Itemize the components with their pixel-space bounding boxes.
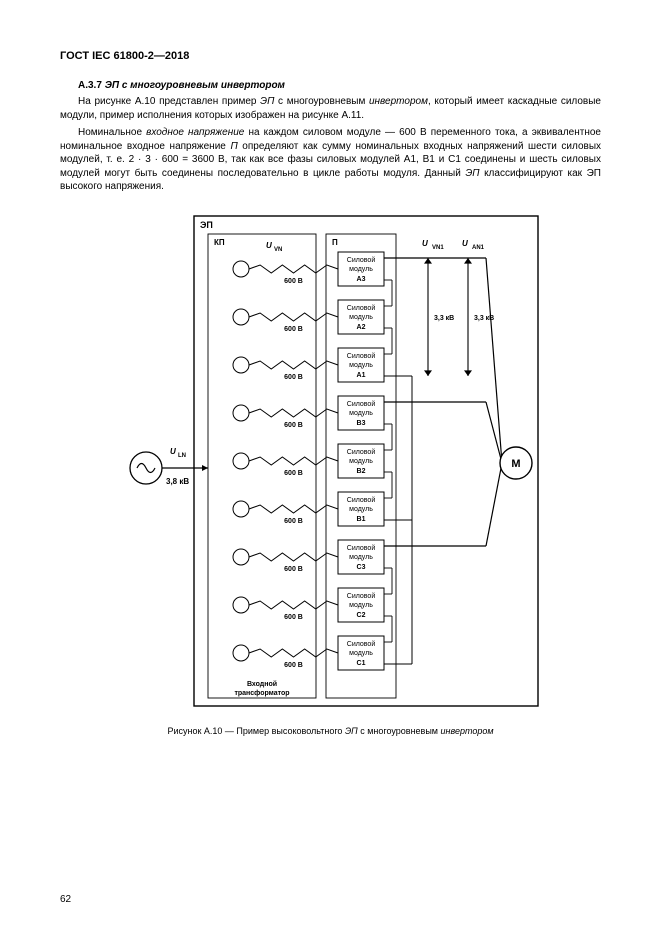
cap-em1: ЭП: [345, 726, 358, 736]
section-title-emph: ЭП с многоуровневым инвертором: [105, 80, 285, 91]
svg-text:600 В: 600 В: [284, 326, 303, 333]
svg-text:LN: LN: [178, 453, 186, 459]
svg-text:3,3 кВ: 3,3 кВ: [434, 315, 454, 322]
svg-text:Силовой: Силовой: [346, 352, 375, 360]
p1-em2: инвертором: [369, 96, 428, 107]
svg-text:модуль: модуль: [349, 314, 373, 321]
svg-text:600 В: 600 В: [284, 518, 303, 525]
p2-a: Номинальное: [78, 127, 146, 138]
svg-text:U: U: [422, 239, 428, 248]
svg-text:С3: С3: [356, 564, 365, 571]
cap-b: с многоуровневым: [358, 726, 441, 736]
svg-text:600 В: 600 В: [284, 470, 303, 477]
svg-text:модуль: модуль: [349, 266, 373, 273]
diagram-svg: ЭПКП П Силовой модуль А3 Силовой модуль А2 Силов…: [116, 208, 546, 718]
svg-text:В1: В1: [356, 516, 365, 523]
svg-text:600 В: 600 В: [284, 614, 303, 621]
paragraph-2: Номинальное входное напряжение на каждом…: [60, 126, 601, 194]
p1-em1: ЭП: [260, 96, 274, 107]
svg-text:600 В: 600 В: [284, 278, 303, 285]
svg-text:VN1: VN1: [432, 245, 444, 251]
svg-text:Силовой: Силовой: [346, 544, 375, 552]
standard-header: ГОСТ IEC 61800-2—2018: [60, 50, 601, 62]
figure-caption: Рисунок А.10 — Пример высоковольтного ЭП…: [60, 726, 601, 736]
svg-text:ЭП: ЭП: [200, 220, 213, 230]
svg-text:600 В: 600 В: [284, 566, 303, 573]
svg-text:А2: А2: [356, 324, 365, 331]
p1-a: На рисунке А.10 представлен пример: [78, 96, 260, 107]
svg-text:Силовой: Силовой: [346, 256, 375, 264]
svg-text:VN: VN: [274, 247, 282, 253]
svg-text:модуль: модуль: [349, 650, 373, 657]
section-number: А.3.7: [78, 80, 102, 91]
p1-b: с многоуровневым: [274, 96, 369, 107]
svg-text:П: П: [332, 238, 338, 247]
svg-text:600 В: 600 В: [284, 662, 303, 669]
svg-text:С2: С2: [356, 612, 365, 619]
p2-em2: П: [230, 141, 237, 152]
svg-text:модуль: модуль: [349, 458, 373, 465]
svg-text:модуль: модуль: [349, 506, 373, 513]
svg-text:Силовой: Силовой: [346, 400, 375, 408]
svg-text:U: U: [462, 239, 468, 248]
svg-text:модуль: модуль: [349, 602, 373, 609]
svg-text:600 В: 600 В: [284, 422, 303, 429]
svg-text:А1: А1: [356, 372, 365, 379]
svg-text:модуль: модуль: [349, 554, 373, 561]
svg-text:U: U: [266, 241, 272, 250]
p2-em3: ЭП: [465, 168, 479, 179]
svg-text:Силовой: Силовой: [346, 448, 375, 456]
cap-a: Рисунок А.10 — Пример высоковольтного: [167, 726, 344, 736]
svg-text:А3: А3: [356, 276, 365, 283]
svg-text:С1: С1: [356, 660, 365, 667]
svg-text:3,8 кВ: 3,8 кВ: [166, 477, 189, 486]
svg-text:Силовой: Силовой: [346, 496, 375, 504]
svg-text:модуль: модуль: [349, 362, 373, 369]
svg-text:AN1: AN1: [472, 245, 485, 251]
svg-text:U: U: [170, 447, 176, 456]
svg-text:М: М: [511, 458, 520, 470]
figure-a10: ЭПКП П Силовой модуль А3 Силовой модуль А2 Силов…: [60, 208, 601, 718]
svg-text:трансформатор: трансформатор: [234, 690, 289, 697]
svg-text:Силовой: Силовой: [346, 592, 375, 600]
svg-text:В2: В2: [356, 468, 365, 475]
svg-text:модуль: модуль: [349, 410, 373, 417]
svg-text:Входной: Входной: [246, 680, 276, 688]
cap-em2: инвертором: [440, 726, 493, 736]
p2-em1: входное напряжение: [146, 127, 244, 138]
svg-text:КП: КП: [214, 238, 225, 247]
svg-text:Силовой: Силовой: [346, 640, 375, 648]
page-number: 62: [60, 894, 71, 905]
svg-text:600 В: 600 В: [284, 374, 303, 381]
section-heading: А.3.7 ЭП с многоуровневым инвертором: [60, 80, 601, 91]
svg-text:Силовой: Силовой: [346, 304, 375, 312]
svg-text:В3: В3: [356, 420, 365, 427]
paragraph-1: На рисунке А.10 представлен пример ЭП с …: [60, 95, 601, 122]
